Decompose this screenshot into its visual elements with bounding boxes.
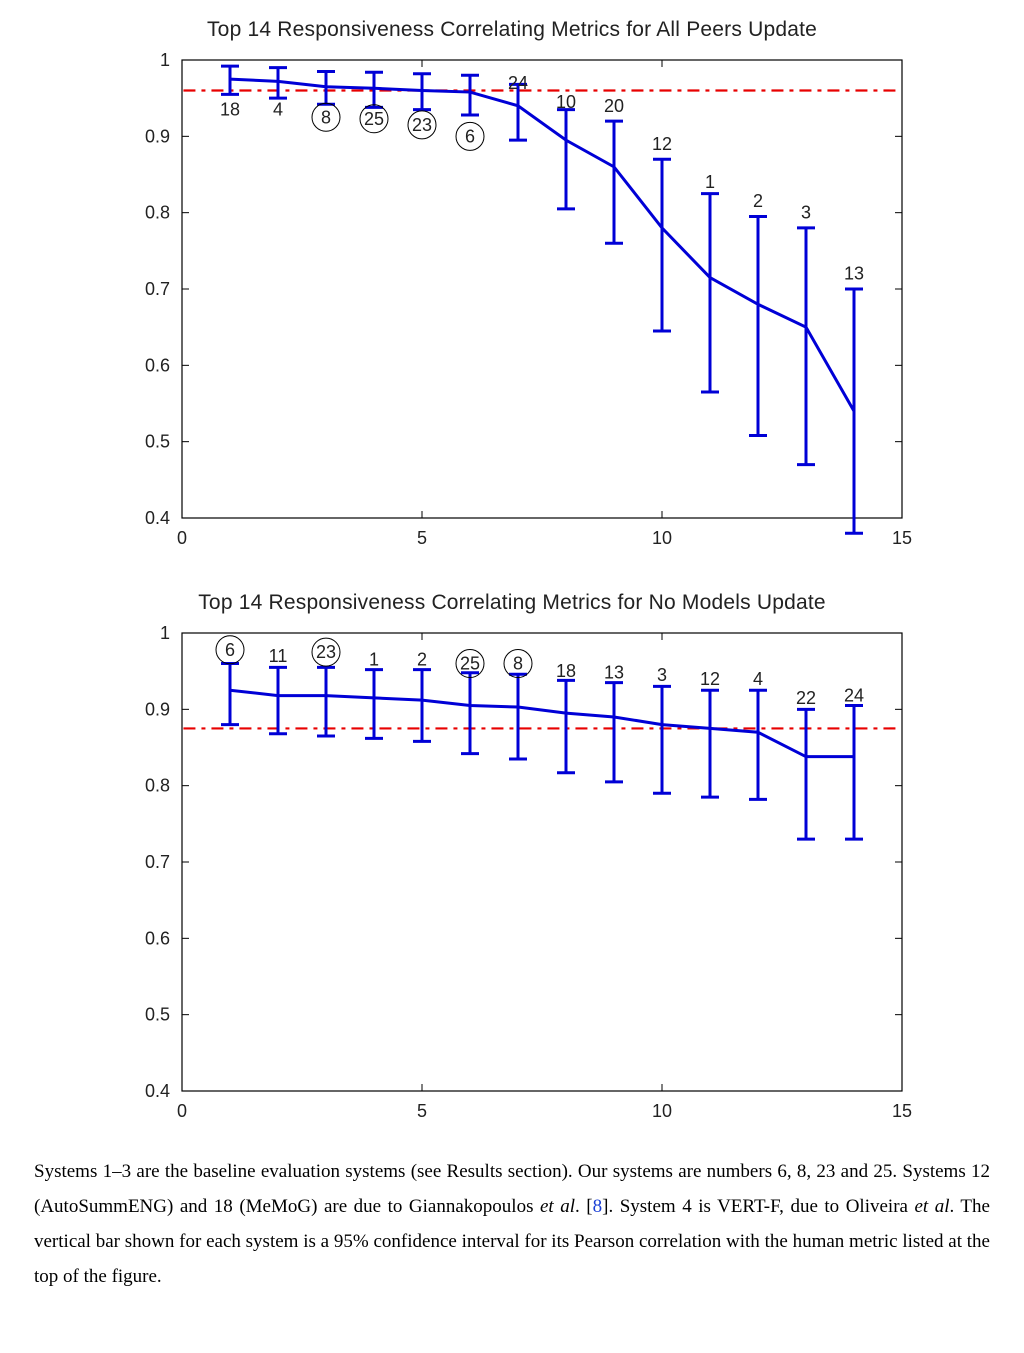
svg-text:0.5: 0.5 xyxy=(145,1005,170,1025)
svg-text:25: 25 xyxy=(364,109,384,129)
caption-italic: et al xyxy=(914,1196,949,1217)
citation-link[interactable]: 8 xyxy=(593,1196,603,1217)
svg-text:20: 20 xyxy=(604,96,624,116)
svg-text:4: 4 xyxy=(273,100,283,120)
svg-text:10: 10 xyxy=(556,92,576,112)
caption-part: . [ xyxy=(575,1196,593,1217)
svg-text:25: 25 xyxy=(460,654,480,674)
svg-text:6: 6 xyxy=(225,640,235,660)
svg-text:18: 18 xyxy=(220,100,240,120)
svg-text:5: 5 xyxy=(417,1101,427,1121)
svg-text:24: 24 xyxy=(508,73,528,93)
svg-text:23: 23 xyxy=(316,642,336,662)
svg-text:23: 23 xyxy=(412,115,432,135)
svg-text:0.7: 0.7 xyxy=(145,279,170,299)
svg-text:3: 3 xyxy=(801,203,811,223)
svg-text:0.8: 0.8 xyxy=(145,203,170,223)
svg-text:1: 1 xyxy=(705,172,715,192)
svg-text:0.5: 0.5 xyxy=(145,432,170,452)
svg-text:13: 13 xyxy=(844,264,864,284)
svg-text:2: 2 xyxy=(417,650,427,670)
svg-text:15: 15 xyxy=(892,528,912,548)
svg-text:18: 18 xyxy=(556,661,576,681)
chart-2-title: Top 14 Responsiveness Correlating Metric… xyxy=(0,591,1024,615)
chart-1: Top 14 Responsiveness Correlating Metric… xyxy=(0,18,1024,573)
chart-2: Top 14 Responsiveness Correlating Metric… xyxy=(0,591,1024,1146)
svg-text:24: 24 xyxy=(844,686,864,706)
svg-text:0.9: 0.9 xyxy=(145,699,170,719)
caption-part: ]. System 4 is VERT-F, due to Oliveira xyxy=(602,1196,914,1217)
chart-1-svg: 0.40.50.60.70.80.91051015184825236241020… xyxy=(92,48,932,568)
svg-text:0.6: 0.6 xyxy=(145,928,170,948)
svg-text:0.6: 0.6 xyxy=(145,355,170,375)
svg-text:22: 22 xyxy=(796,688,816,708)
svg-text:0.7: 0.7 xyxy=(145,852,170,872)
svg-text:0.4: 0.4 xyxy=(145,508,170,528)
svg-text:12: 12 xyxy=(700,669,720,689)
figure-caption: Systems 1–3 are the baseline evaluation … xyxy=(0,1146,1024,1315)
svg-text:0: 0 xyxy=(177,528,187,548)
svg-text:13: 13 xyxy=(604,663,624,683)
svg-text:10: 10 xyxy=(652,528,672,548)
svg-text:6: 6 xyxy=(465,126,475,146)
svg-text:1: 1 xyxy=(160,50,170,70)
svg-text:2: 2 xyxy=(753,191,763,211)
svg-text:3: 3 xyxy=(657,665,667,685)
caption-italic: et al xyxy=(540,1196,575,1217)
svg-text:8: 8 xyxy=(513,654,523,674)
svg-text:15: 15 xyxy=(892,1101,912,1121)
svg-text:10: 10 xyxy=(652,1101,672,1121)
chart-2-svg: 0.40.50.60.70.80.91051015611231225818133… xyxy=(92,621,932,1141)
svg-text:1: 1 xyxy=(160,623,170,643)
svg-text:1: 1 xyxy=(369,650,379,670)
svg-text:0.8: 0.8 xyxy=(145,776,170,796)
svg-text:12: 12 xyxy=(652,134,672,154)
chart-1-title: Top 14 Responsiveness Correlating Metric… xyxy=(0,18,1024,42)
svg-text:0.4: 0.4 xyxy=(145,1081,170,1101)
svg-text:0.9: 0.9 xyxy=(145,126,170,146)
svg-text:8: 8 xyxy=(321,107,331,127)
svg-text:4: 4 xyxy=(753,669,763,689)
svg-text:0: 0 xyxy=(177,1101,187,1121)
svg-text:11: 11 xyxy=(269,646,288,666)
svg-text:5: 5 xyxy=(417,528,427,548)
